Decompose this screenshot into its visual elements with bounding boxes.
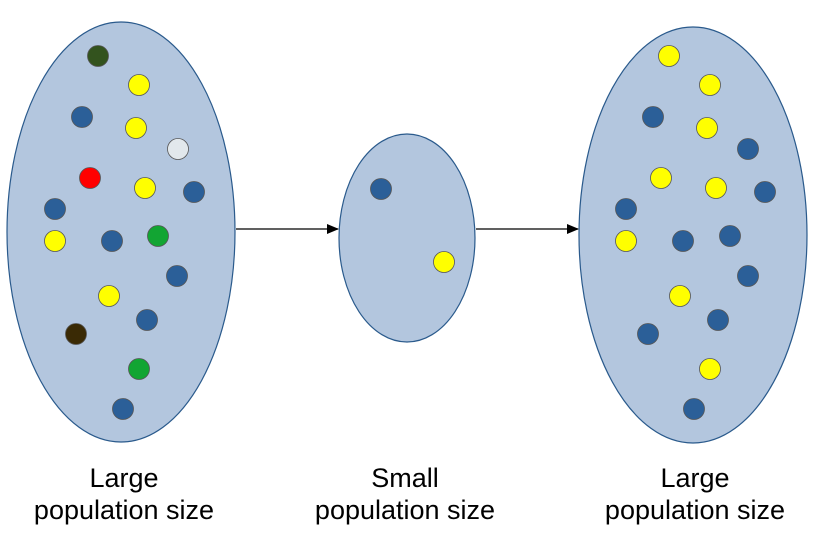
population-large-recovered [578,26,808,444]
yellow-individual-dot [699,74,721,96]
green-individual-dot [147,225,169,247]
population-large-initial-dots [44,45,205,420]
green-individual-dot [128,358,150,380]
population-small [338,133,476,343]
blue-individual-dot [642,106,664,128]
population-large-initial [6,21,236,443]
red-individual-dot [79,167,101,189]
blue-individual-dot [737,265,759,287]
caption-line-1: Small [371,463,439,493]
yellow-individual-dot [615,230,637,252]
yellow-individual-dot [433,251,455,273]
population-large-recovered-dots [615,45,776,420]
caption-line-1: Large [89,463,159,493]
caption-large-recovered: Large population size [575,462,815,526]
yellow-individual-dot [134,177,156,199]
population-small-dots [370,178,455,273]
blue-individual-dot [101,230,123,252]
caption-line-1: Large [660,463,730,493]
blue-individual-dot [672,230,694,252]
blue-individual-dot [754,181,776,203]
yellow-individual-dot [705,177,727,199]
yellow-individual-dot [98,285,120,307]
yellow-individual-dot [44,230,66,252]
yellow-individual-dot [669,285,691,307]
blue-individual-dot [737,138,759,160]
blue-individual-dot [707,309,729,331]
yellow-individual-dot [128,74,150,96]
blue-individual-dot [136,309,158,331]
dark-green-individual-dot [87,45,109,67]
blue-individual-dot [166,265,188,287]
blue-individual-dot [112,398,134,420]
yellow-individual-dot [125,117,147,139]
blue-individual-dot [637,323,659,345]
blue-individual-dot [183,181,205,203]
dark-brown-individual-dot [65,323,87,345]
blue-individual-dot [683,398,705,420]
blue-individual-dot [370,178,392,200]
blue-individual-dot [615,198,637,220]
yellow-individual-dot [650,167,672,189]
light-gray-individual-dot [167,138,189,160]
blue-individual-dot [71,106,93,128]
caption-line-2: population size [604,495,786,525]
yellow-individual-dot [696,117,718,139]
caption-small: Small population size [285,462,525,526]
yellow-individual-dot [658,45,680,67]
caption-line-2: population size [314,495,496,525]
caption-line-2: population size [33,495,215,525]
blue-individual-dot [44,198,66,220]
caption-large-initial: Large population size [4,462,244,526]
blue-individual-dot [719,225,741,247]
yellow-individual-dot [699,358,721,380]
